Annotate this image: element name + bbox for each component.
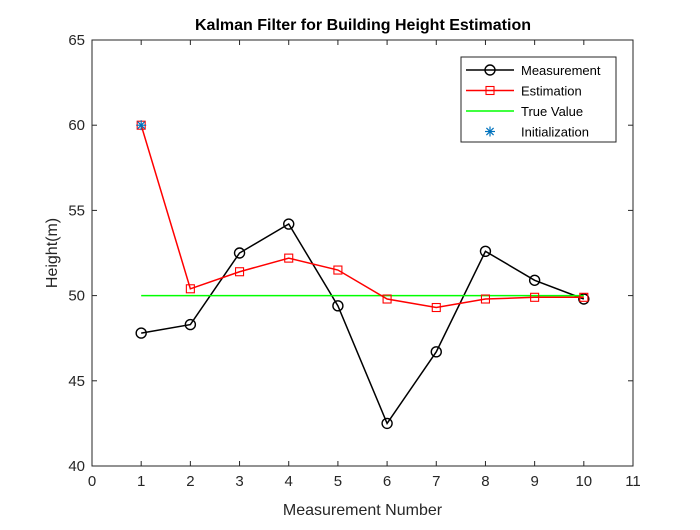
x-axis-label: Measurement Number [283, 502, 443, 519]
legend-item-initialization: Initialization [485, 125, 589, 140]
x-tick-label: 7 [432, 473, 440, 490]
legend: Measurement Estimation True Value Initializ… [460, 56, 617, 143]
measurement-point [332, 300, 344, 312]
y-tick-label: 60 [68, 117, 85, 134]
measurement-point [479, 245, 492, 257]
legend-marker [485, 85, 495, 96]
legend-item-estimation: Estimation [466, 84, 582, 99]
y-tick-label: 55 [68, 202, 85, 219]
chart-title: Kalman Filter for Building Height Estima… [195, 17, 531, 34]
estimation-point [333, 265, 343, 275]
measurement-point [528, 274, 541, 286]
estimation-line [140, 124, 584, 309]
x-tick-label: 8 [481, 473, 489, 490]
legend-item-true-value: True Value [466, 104, 583, 119]
series-initialization [136, 120, 147, 131]
x-tick-label: 0 [88, 473, 96, 490]
y-axis: 40 45 50 55 60 65 [68, 32, 633, 475]
estimation-point [234, 267, 245, 277]
x-tick-label: 6 [383, 473, 391, 490]
x-tick-label: 4 [285, 473, 293, 490]
legend-label: Measurement [521, 63, 601, 78]
x-tick-label: 1 [137, 473, 145, 490]
x-tick-label: 9 [530, 473, 538, 490]
estimation-point [480, 294, 491, 304]
initialization-point [136, 120, 147, 131]
x-tick-label: 11 [625, 473, 641, 490]
legend-marker [484, 64, 496, 76]
y-tick-label: 50 [68, 288, 85, 305]
legend-items: Measurement Estimation True Value Initializ… [466, 63, 601, 140]
x-tick-label: 10 [575, 473, 592, 490]
estimation-point [284, 253, 294, 263]
legend-label: Initialization [521, 125, 589, 140]
legend-label: True Value [521, 104, 583, 119]
x-tick-label: 3 [235, 473, 243, 490]
measurement-line [141, 223, 585, 425]
x-tick-label: 5 [334, 473, 342, 490]
y-axis-label: Height(m) [44, 218, 61, 288]
estimation-point [185, 284, 195, 294]
legend-item-measurement: Measurement [466, 63, 601, 78]
y-tick-label: 65 [68, 32, 85, 49]
legend-label: Estimation [521, 84, 582, 99]
measurement-point [135, 327, 147, 339]
x-axis: 0 1 2 3 4 5 6 7 8 9 10 11 [88, 40, 641, 490]
measurement-point [184, 318, 197, 331]
x-tick-label: 2 [186, 473, 194, 490]
y-tick-label: 40 [68, 458, 85, 475]
estimation-point [530, 292, 540, 302]
series-measurement [135, 218, 590, 430]
legend-marker [485, 126, 495, 137]
estimation-point [431, 302, 441, 313]
measurement-point [578, 293, 590, 305]
estimation-point [579, 292, 589, 302]
measurement-point [381, 417, 393, 430]
y-tick-label: 45 [68, 373, 85, 390]
estimation-point [382, 294, 392, 304]
measurement-point [430, 346, 442, 358]
series-layer [135, 120, 590, 430]
measurement-point [233, 247, 246, 259]
measurement-point [283, 218, 295, 230]
